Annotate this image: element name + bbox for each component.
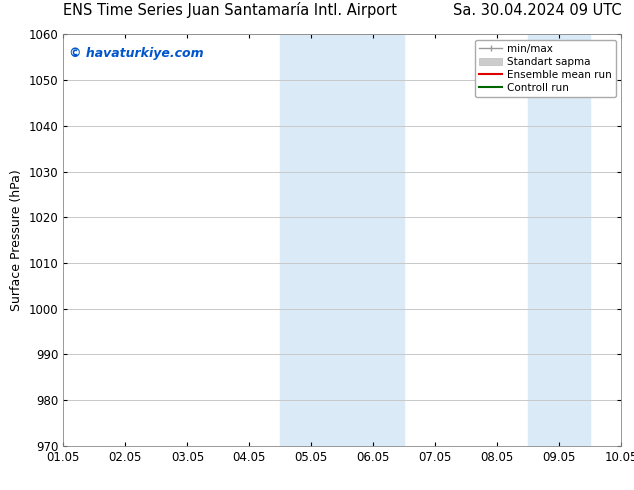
Text: Sa. 30.04.2024 09 UTC: Sa. 30.04.2024 09 UTC [453,3,621,18]
Text: ENS Time Series Juan Santamaría Intl. Airport: ENS Time Series Juan Santamaría Intl. Ai… [63,2,398,18]
Y-axis label: Surface Pressure (hPa): Surface Pressure (hPa) [10,169,23,311]
Text: © havaturkiye.com: © havaturkiye.com [69,47,204,60]
Bar [280,34,404,446]
Bar [528,34,590,446]
Legend: min/max, Standart sapma, Ensemble mean run, Controll run: min/max, Standart sapma, Ensemble mean r… [475,40,616,97]
